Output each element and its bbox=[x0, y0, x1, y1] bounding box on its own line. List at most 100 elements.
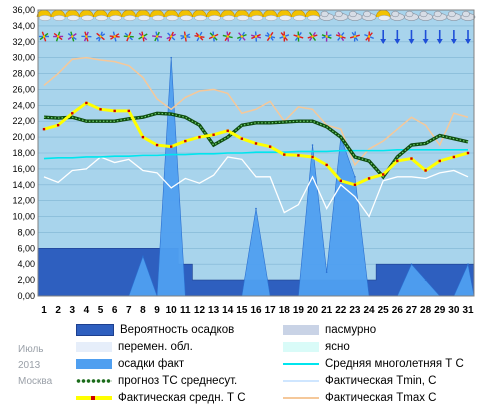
wind-arrow-center bbox=[141, 35, 145, 38]
cloud-icon bbox=[433, 10, 442, 18]
wind-arrow-row bbox=[39, 30, 471, 44]
x-tick-label: 21 bbox=[321, 305, 333, 316]
legend-item-precip_prob: Вероятность осадков bbox=[76, 323, 234, 337]
cloud-icon bbox=[419, 10, 428, 18]
wind-arrow-center bbox=[71, 35, 74, 38]
actual-mean-point bbox=[438, 159, 441, 163]
cloud-icon bbox=[391, 10, 400, 18]
precip-actual-point bbox=[467, 263, 469, 266]
x-tick-label: 22 bbox=[335, 305, 347, 316]
legend-swatch-forecast bbox=[76, 376, 112, 386]
wind-arrow-center bbox=[155, 35, 159, 38]
tmin-line bbox=[43, 156, 469, 218]
wind-arrow-center bbox=[283, 35, 286, 38]
legend-item-variable: перемен. обл. bbox=[76, 340, 193, 354]
cloud-icon bbox=[165, 15, 179, 21]
chart-meta: Июль 2013 Москва bbox=[18, 342, 52, 390]
legend-label-tmax: Фактическая Tmax C bbox=[325, 392, 437, 404]
cloud-icon bbox=[137, 15, 151, 21]
x-tick-label: 24 bbox=[364, 305, 376, 316]
temperature-lines bbox=[42, 56, 470, 218]
x-tick-label: 1 bbox=[41, 305, 47, 316]
y-tick-label: 2,00 bbox=[17, 275, 35, 285]
plot-border bbox=[37, 9, 475, 297]
x-tick-label: 10 bbox=[166, 305, 178, 316]
actual-mean-point bbox=[339, 179, 342, 183]
legend-swatch-tmin bbox=[283, 376, 319, 386]
wind-arrow-center bbox=[297, 35, 300, 38]
wind-arrow-head bbox=[408, 39, 415, 44]
wind-arrow-center bbox=[339, 35, 342, 38]
legend-item-actual_mean: Фактическая средн. Т С bbox=[76, 391, 246, 405]
y-tick-label: 20,00 bbox=[12, 132, 35, 142]
wind-arrow-head bbox=[394, 39, 401, 44]
wind-arrow-center bbox=[99, 35, 102, 38]
legend-label-variable: перемен. обл. bbox=[118, 341, 193, 353]
y-tick-label: 30,00 bbox=[12, 53, 35, 63]
cloud-icon bbox=[67, 15, 80, 21]
cloud-icon bbox=[52, 15, 66, 21]
x-tick-label: 17 bbox=[265, 305, 277, 316]
legend-item-mean_norm: Средняя многолетняя Т С bbox=[283, 357, 464, 371]
actual-mean-point bbox=[99, 108, 102, 111]
actual-mean-point bbox=[71, 112, 74, 115]
wind-arrow-center bbox=[198, 35, 201, 38]
legend-item-forecast: прогноз ТС среднесут. bbox=[76, 374, 237, 388]
x-tick-label: 19 bbox=[293, 305, 305, 316]
chart-legend: Вероятность осадков пасмурно перемен. обл.… bbox=[0, 318, 486, 415]
legend-item-precip_fact: осадки факт bbox=[76, 357, 184, 371]
x-tick-label: 26 bbox=[392, 305, 404, 316]
y-tick-label: 18,00 bbox=[12, 148, 35, 158]
wind-arrow-head bbox=[380, 39, 387, 44]
cloud-icon bbox=[405, 10, 414, 18]
x-tick-label: 30 bbox=[448, 305, 460, 316]
y-tick-label: 16,00 bbox=[12, 164, 35, 174]
legend-swatch-tmax bbox=[283, 393, 319, 403]
y-tick-label: 4,00 bbox=[17, 259, 35, 269]
x-tick-label: 5 bbox=[98, 305, 104, 316]
precip-actual-point bbox=[170, 56, 172, 59]
actual-mean-point bbox=[396, 159, 399, 163]
cloud-icon bbox=[151, 15, 165, 21]
cloud-icon bbox=[293, 15, 306, 21]
precip-actual-point bbox=[424, 279, 427, 281]
wind-arrow-center bbox=[127, 35, 130, 38]
cloud-icon bbox=[264, 15, 278, 21]
precip-actual-point bbox=[142, 255, 144, 258]
y-tick-label: 22,00 bbox=[12, 116, 35, 126]
x-tick-label: 15 bbox=[236, 305, 248, 316]
actual-mean-point bbox=[56, 123, 60, 127]
y-tick-label: 24,00 bbox=[12, 100, 35, 110]
legend-label-tmin: Фактическая Tmin, C bbox=[325, 375, 437, 387]
cloud-icon bbox=[307, 15, 320, 21]
actual-mean-point bbox=[42, 127, 46, 131]
legend-swatch-variable bbox=[76, 342, 112, 352]
weather-icon-row bbox=[36, 9, 476, 21]
actual-mean-point bbox=[367, 177, 371, 180]
legend-item-tmax: Фактическая Tmax C bbox=[283, 391, 436, 405]
mean-norm-line bbox=[43, 149, 468, 160]
x-tick-label: 29 bbox=[434, 305, 446, 316]
y-tick-label: 8,00 bbox=[17, 227, 35, 237]
x-tick-label: 31 bbox=[462, 305, 474, 316]
wind-arrow-center bbox=[254, 35, 258, 38]
actual-mean-point bbox=[268, 145, 272, 148]
precip-actual-point bbox=[325, 271, 328, 273]
wind-arrow-head bbox=[436, 39, 443, 44]
wind-arrow-center bbox=[311, 35, 314, 38]
y-tick-label: 6,00 bbox=[17, 243, 35, 253]
x-tick-label: 9 bbox=[154, 305, 160, 316]
cloud-icon bbox=[462, 10, 470, 18]
legend-label-mean_norm: Средняя многолетняя Т С bbox=[325, 358, 464, 370]
y-axis-ticks: 0,00 2,00 4,00 6,00 8,00 10,00 12,00 14,00 16,00… bbox=[12, 5, 35, 301]
actual-mean-point bbox=[410, 157, 413, 160]
x-tick-label: 3 bbox=[69, 305, 75, 316]
legend-swatch-precip_prob bbox=[76, 324, 114, 336]
actual-mean-point bbox=[184, 139, 187, 143]
precip-actual-point bbox=[354, 176, 356, 178]
cloud-icon bbox=[38, 15, 52, 21]
x-tick-label: 18 bbox=[279, 305, 291, 316]
legend-item-overcast: пасмурно bbox=[283, 323, 376, 337]
precip-actual-point bbox=[410, 263, 413, 266]
forecast-dots bbox=[43, 112, 469, 178]
